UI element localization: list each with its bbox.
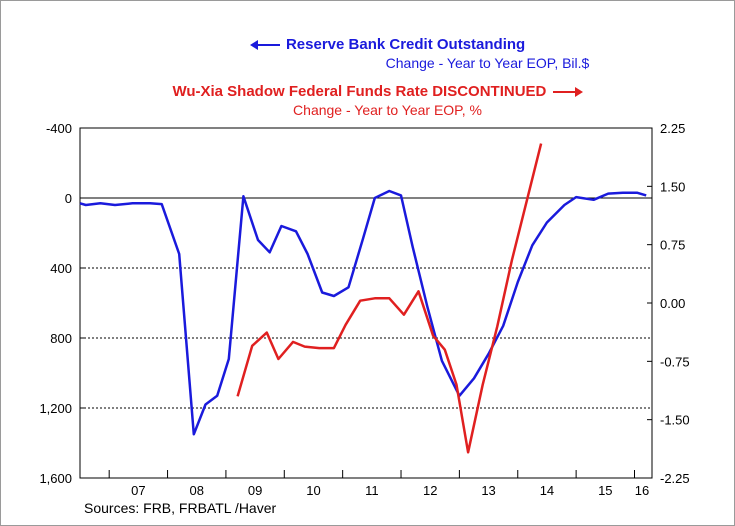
legend-blue-name: Reserve Bank Credit Outstanding xyxy=(285,36,526,53)
x-tick-label: 12 xyxy=(423,483,437,498)
left-tick-label: 1,200 xyxy=(39,401,72,416)
axis-ticks: -400 0 400 800 1,200 1,600 2.25 1.50 0.75 0.00 -0.… xyxy=(39,121,689,498)
x-tick-label: 14 xyxy=(540,483,554,498)
left-tick-label: 800 xyxy=(50,331,72,346)
left-tick-label: 0 xyxy=(65,191,72,206)
x-tick-label: 15 xyxy=(598,483,612,498)
right-tick-label: 2.25 xyxy=(660,121,685,136)
x-tick-label: 09 xyxy=(248,483,262,498)
plot-area xyxy=(79,127,653,479)
legend-red-subtitle: Change - Year to Year EOP, % xyxy=(293,102,482,118)
x-tick-label: 10 xyxy=(306,483,320,498)
x-tick-label: 16 xyxy=(635,483,649,498)
right-tick-label: -0.75 xyxy=(660,354,690,369)
legend-blue-subtitle: Change - Year to Year EOP, Bil.$ xyxy=(385,55,590,71)
x-tick-label: 07 xyxy=(131,483,145,498)
right-tick-label: 1.50 xyxy=(660,179,685,194)
arrow-right-icon xyxy=(552,87,583,98)
series-line-wu-xia-rate xyxy=(236,143,543,454)
legend-red-name: Wu-Xia Shadow Federal Funds Rate DISCONT… xyxy=(172,83,547,100)
right-tick-label: -2.25 xyxy=(660,471,690,486)
gridlines xyxy=(80,197,652,409)
x-tick-label: 11 xyxy=(365,483,379,498)
series-lines xyxy=(79,143,647,454)
left-tick-label: 1,600 xyxy=(39,471,72,486)
right-tick-label: 0.75 xyxy=(660,238,685,253)
sources-note: Sources: FRB, FRBATL /Haver xyxy=(84,500,277,516)
left-tick-label: -400 xyxy=(46,121,72,136)
legend-red-title: Wu-Xia Shadow Federal Funds Rate DISCONT… xyxy=(0,83,735,100)
left-tick-label: 400 xyxy=(50,261,72,276)
x-tick-label: 13 xyxy=(481,483,495,498)
right-tick-label: -1.50 xyxy=(660,413,690,428)
legend-blue-title: Reserve Bank Credit Outstanding xyxy=(0,36,735,53)
right-tick-label: 0.00 xyxy=(660,296,685,311)
x-tick-label: 08 xyxy=(190,483,204,498)
series-line-reserve-bank-credit xyxy=(79,189,647,436)
arrow-left-icon xyxy=(249,40,280,51)
